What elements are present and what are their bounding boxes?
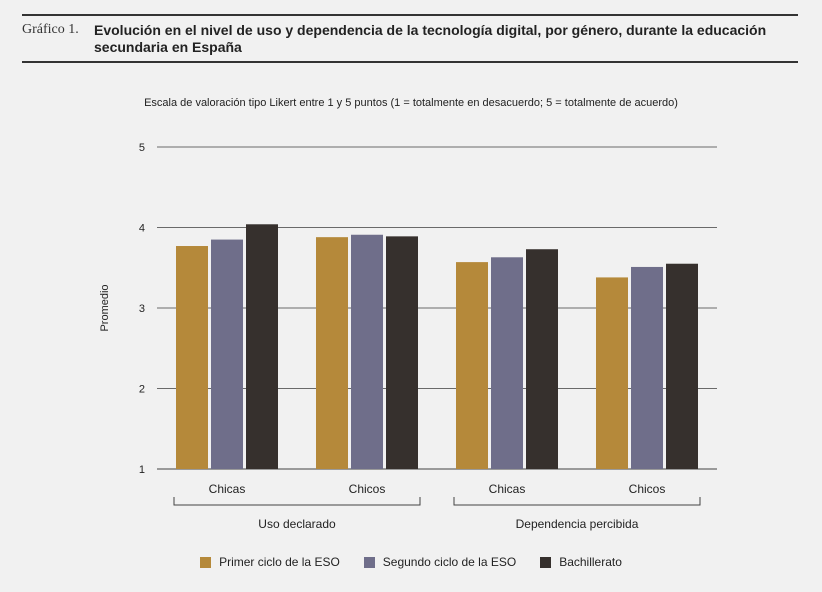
figure-label: Gráfico 1. xyxy=(22,22,79,37)
bar-chicas-1 xyxy=(211,239,243,469)
x-tick-label: Chicos xyxy=(629,482,666,496)
legend-item-segundo-ciclo: Segundo ciclo de la ESO xyxy=(363,555,517,569)
x-tick-label: Chicas xyxy=(209,482,246,496)
bar-chicos-2 xyxy=(386,236,418,469)
group-label: Uso declarado xyxy=(258,517,336,531)
legend-swatch-segundo-ciclo xyxy=(363,556,375,568)
y-axis-label: Promedio xyxy=(99,284,111,331)
chart-title: Evolución en el nivel de uso y dependenc… xyxy=(94,22,767,55)
top-rule xyxy=(22,14,798,16)
bar-chicas-2 xyxy=(246,224,278,469)
legend-label-primer-ciclo: Primer ciclo de la ESO xyxy=(219,555,340,569)
legend-label-bachillerato: Bachillerato xyxy=(559,555,622,569)
x-tick-label: Chicas xyxy=(489,482,526,496)
bar-chicos-0 xyxy=(596,277,628,469)
y-tick-label: 5 xyxy=(139,142,145,154)
y-tick-label: 4 xyxy=(139,223,145,235)
x-tick-label: Chicos xyxy=(349,482,386,496)
title-rule xyxy=(22,61,798,63)
bar-chicas-0 xyxy=(176,246,208,469)
bar-chicas-2 xyxy=(526,249,558,469)
bar-chicos-2 xyxy=(666,263,698,469)
group-label: Dependencia percibida xyxy=(516,517,639,531)
group-bracket-0 xyxy=(173,497,421,506)
y-tick-label: 3 xyxy=(139,303,145,315)
y-tick-label: 2 xyxy=(139,384,145,396)
legend-swatch-bachillerato xyxy=(540,556,552,568)
bar-chicos-1 xyxy=(631,266,663,469)
chart-subtitle: Escala de valoración tipo Likert entre 1… xyxy=(144,97,678,109)
bar-chicos-0 xyxy=(316,237,348,469)
legend: Primer ciclo de la ESO Segundo ciclo de … xyxy=(0,555,822,569)
legend-label-segundo-ciclo: Segundo ciclo de la ESO xyxy=(382,555,517,569)
y-tick-label: 1 xyxy=(139,464,145,476)
bar-chicas-0 xyxy=(456,262,488,469)
bar-chicos-1 xyxy=(351,234,383,469)
legend-item-primer-ciclo: Primer ciclo de la ESO xyxy=(200,555,340,569)
group-bracket-1 xyxy=(453,497,701,506)
bar-chicas-1 xyxy=(491,257,523,469)
legend-swatch-primer-ciclo xyxy=(200,556,212,568)
legend-item-bachillerato: Bachillerato xyxy=(540,555,622,569)
